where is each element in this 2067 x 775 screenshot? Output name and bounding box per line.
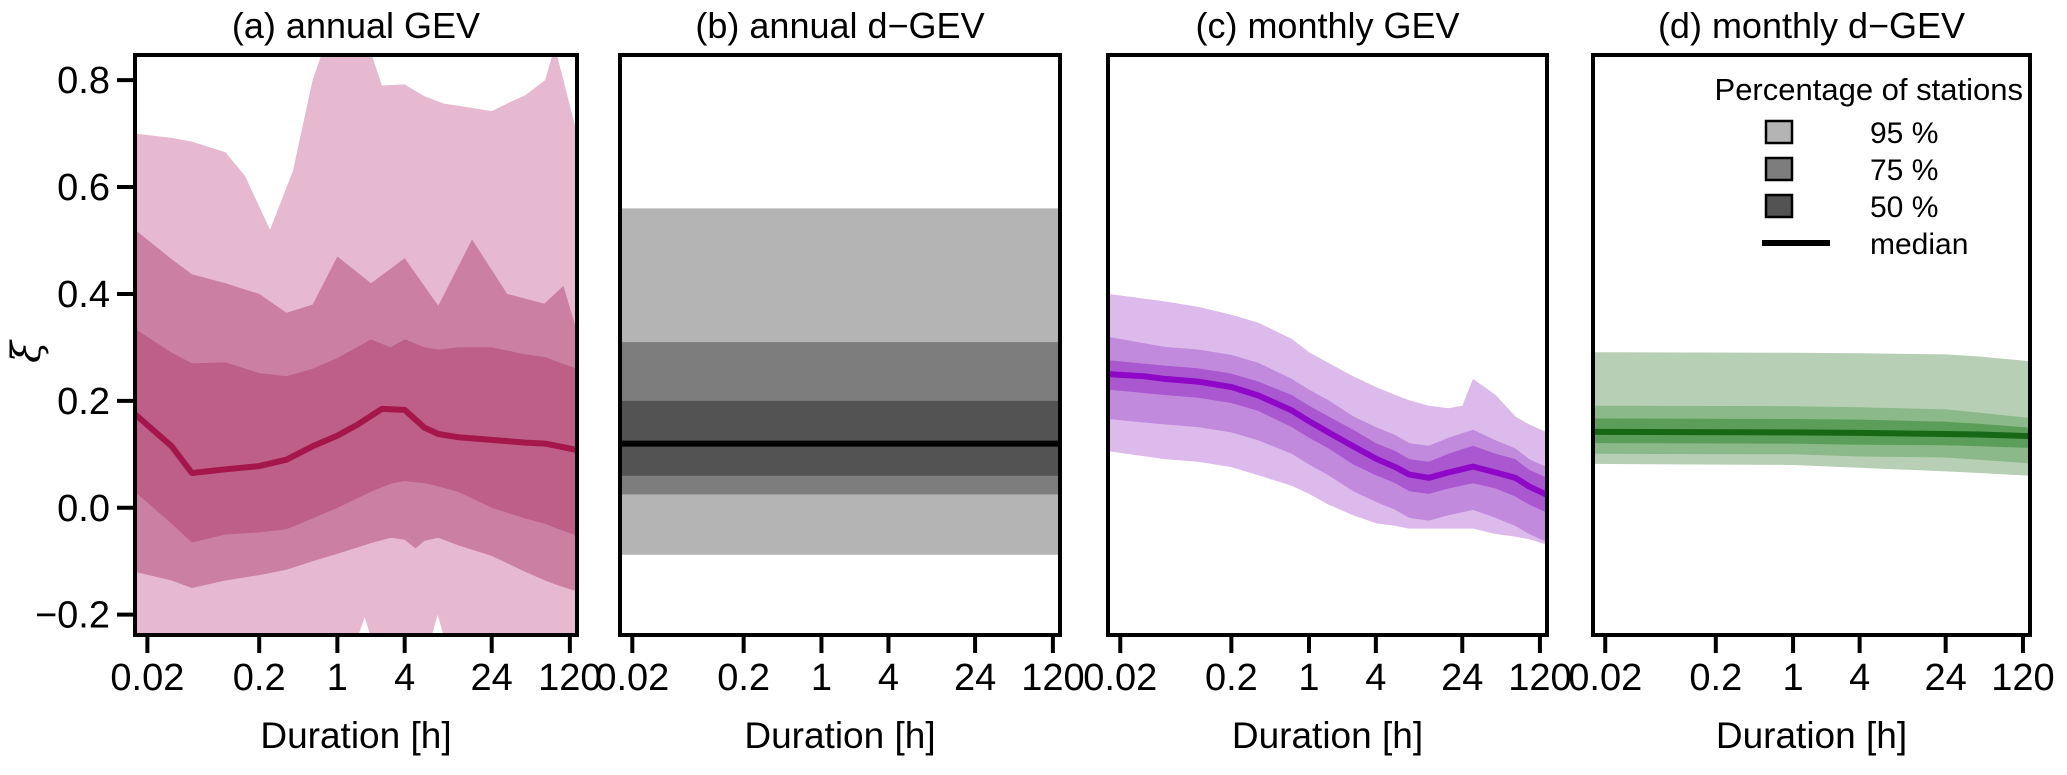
- y-axis-tick-label: 0.2: [57, 381, 110, 423]
- median-line: [1108, 371, 1547, 498]
- x-axis-tick-label: 0.02: [1568, 657, 1642, 699]
- x-axis-tick-label: 4: [1849, 657, 1870, 699]
- median-line: [1593, 428, 2030, 440]
- x-axis-tick-label: 4: [878, 657, 899, 699]
- x-axis-tick-label: 0.2: [233, 657, 286, 699]
- legend-swatch-75: [1764, 156, 1794, 182]
- x-axis-tick-label: 0.2: [1689, 657, 1742, 699]
- x-axis-tick-label: 1: [811, 657, 832, 699]
- panel-title: (b) annual d−GEV: [695, 5, 984, 46]
- x-axis-label: Duration [h]: [1232, 715, 1423, 756]
- x-axis-tick-label: 24: [471, 657, 513, 699]
- x-axis-tick-label: 1: [1783, 657, 1804, 699]
- panel-frame: [133, 53, 579, 637]
- x-axis-tick-label: 0.2: [717, 657, 770, 699]
- panel-title: (c) monthly GEV: [1195, 5, 1459, 46]
- y-axis-label: ξ: [4, 339, 50, 363]
- x-axis-tick-label: 120: [1508, 657, 1571, 699]
- panel-title: (d) monthly d−GEV: [1658, 5, 1965, 46]
- panel-title: (a) annual GEV: [232, 5, 480, 46]
- x-axis-tick-label: 120: [1021, 657, 1084, 699]
- legend-swatch-50: [1764, 193, 1794, 219]
- x-axis-tick-label: 0.02: [110, 657, 184, 699]
- panel-d-plot-area: [1593, 352, 2030, 476]
- panel-frame: [618, 53, 1062, 637]
- band-50-area: [135, 328, 577, 543]
- x-axis-tick-label: 120: [1991, 657, 2054, 699]
- x-axis-tick-label: 0.02: [1083, 657, 1157, 699]
- legend-entry-label: 95 %: [1870, 117, 1938, 150]
- y-axis-tick-label: 0.6: [57, 167, 110, 209]
- x-axis-label: Duration [h]: [260, 715, 451, 756]
- panel-a-plot-area: [135, 55, 577, 635]
- x-axis-tick-label: 24: [1441, 657, 1483, 699]
- median-line: [135, 405, 577, 476]
- x-axis-tick-label: 4: [1365, 657, 1386, 699]
- panel-c-plot-area: [1108, 293, 1547, 545]
- x-axis-tick-label: 24: [954, 657, 996, 699]
- legend-swatch-95: [1764, 119, 1794, 145]
- x-axis-tick-label: 1: [327, 657, 348, 699]
- y-axis-tick-label: −0.2: [35, 595, 110, 637]
- legend-entry-label: 50 %: [1870, 191, 1938, 224]
- x-axis-tick-label: 1: [1298, 657, 1319, 699]
- x-axis-label: Duration [h]: [744, 715, 935, 756]
- x-axis-tick-label: 0.02: [595, 657, 669, 699]
- x-axis-tick-label: 24: [1925, 657, 1967, 699]
- x-axis-tick-label: 0.2: [1205, 657, 1258, 699]
- legend-title: Percentage of stations: [1715, 72, 2023, 107]
- y-axis-tick-label: 0.4: [57, 274, 110, 316]
- panel-frame: [1591, 53, 2032, 637]
- legend-entry-label: median: [1870, 228, 1968, 261]
- panel-b-plot-area: [620, 208, 1060, 555]
- x-axis-label: Duration [h]: [1716, 715, 1907, 756]
- legend-entry-label: 75 %: [1870, 154, 1938, 187]
- y-axis-tick-label: 0.0: [57, 488, 110, 530]
- panel-frame: [1106, 53, 1549, 637]
- x-axis-tick-label: 4: [394, 657, 415, 699]
- y-axis-tick-label: 0.8: [57, 60, 110, 102]
- x-axis-tick-label: 120: [538, 657, 601, 699]
- band-50-area: [620, 400, 1060, 476]
